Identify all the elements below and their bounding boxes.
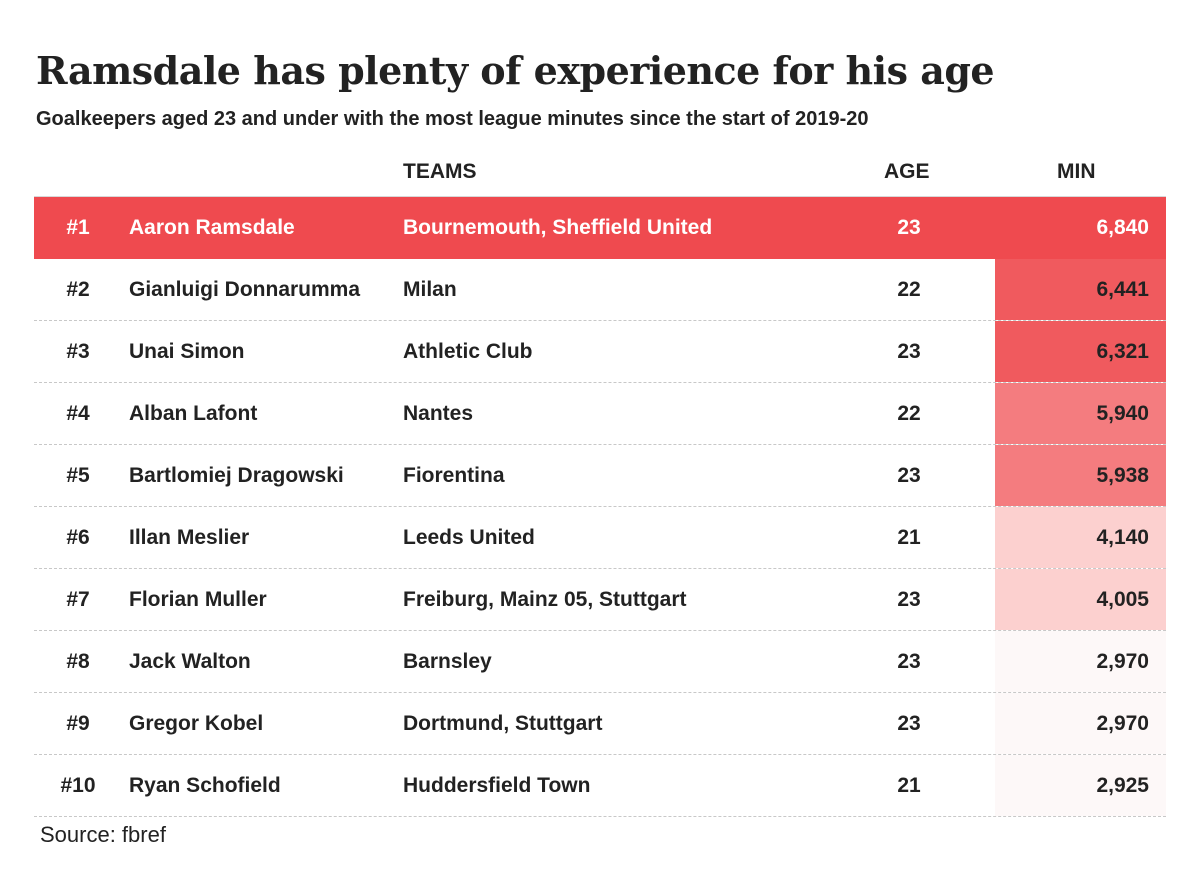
min-heat-cell [995, 507, 1166, 568]
age-cell: 22 [897, 402, 921, 425]
player-cell: Gianluigi Donnarumma [129, 278, 361, 301]
teams-cell: Huddersfield Town [403, 774, 591, 797]
teams-cell: Leeds United [403, 526, 535, 549]
min-heat-cell [995, 259, 1166, 320]
player-cell: Gregor Kobel [129, 712, 264, 735]
teams-cell: Milan [403, 278, 457, 301]
chart-title: Ramsdale has plenty of experience for hi… [36, 48, 995, 93]
table-row: #7 Florian Muller Freiburg, Mainz 05, Stut… [34, 569, 1166, 631]
table-row: #6 Illan Meslier Leeds United 21 4,140 [34, 507, 1166, 569]
table-row: #2 Gianluigi Donnarumma Milan 22 6,441 [34, 259, 1166, 321]
min-heat-cell [995, 631, 1166, 692]
header-age: AGE [884, 160, 930, 183]
age-cell: 23 [897, 216, 921, 239]
age-cell: 23 [897, 340, 921, 363]
min-heat-cell [995, 569, 1166, 630]
table-row: #5 Bartlomiej Dragowski Fiorentina 23 5,938 [34, 445, 1166, 507]
table-body: #1 Aaron Ramsdale Bournemouth, Sheffield U… [34, 197, 1166, 817]
rank-cell: #3 [66, 340, 90, 363]
min-cell: 2,925 [1096, 774, 1149, 797]
table-row: #1 Aaron Ramsdale Bournemouth, Sheffield U… [34, 197, 1166, 259]
age-cell: 23 [897, 588, 921, 611]
teams-cell: Athletic Club [403, 340, 533, 363]
player-cell: Alban Lafont [129, 402, 258, 425]
player-cell: Ryan Schofield [129, 774, 281, 797]
teams-cell: Nantes [403, 402, 474, 425]
age-cell: 21 [897, 774, 921, 797]
table-header: TEAMS AGE MIN [34, 150, 1166, 197]
rank-cell: #9 [66, 712, 90, 735]
rank-cell: #8 [66, 650, 90, 673]
min-cell: 4,005 [1096, 588, 1149, 611]
age-cell: 23 [897, 650, 921, 673]
min-cell: 4,140 [1096, 526, 1149, 549]
chart-subtitle: Goalkeepers aged 23 and under with the m… [36, 108, 869, 130]
table-row: #9 Gregor Kobel Dortmund, Stuttgart 23 2,970 [34, 693, 1166, 755]
min-cell: 6,321 [1096, 340, 1149, 363]
teams-cell: Barnsley [403, 650, 492, 673]
rank-cell: #4 [66, 402, 90, 425]
min-heat-cell [995, 445, 1166, 506]
teams-cell: Bournemouth, Sheffield United [403, 216, 713, 239]
rank-cell: #5 [66, 464, 90, 487]
player-cell: Aaron Ramsdale [129, 216, 295, 239]
min-cell: 5,940 [1096, 402, 1149, 425]
rank-cell: #2 [66, 278, 90, 301]
player-cell: Bartlomiej Dragowski [129, 464, 344, 487]
header-teams: TEAMS [403, 160, 477, 183]
rank-cell: #6 [66, 526, 90, 549]
min-heat-cell [995, 383, 1166, 444]
table-row: #10 Ryan Schofield Huddersfield Town 21 2,92… [34, 755, 1166, 817]
teams-cell: Freiburg, Mainz 05, Stuttgart [403, 588, 687, 611]
ranking-table: TEAMS AGE MIN #1 Aaron Ramsdale Bournemout… [34, 150, 1166, 817]
teams-cell: Dortmund, Stuttgart [403, 712, 603, 735]
player-cell: Florian Muller [129, 588, 267, 611]
min-cell: 2,970 [1096, 650, 1149, 673]
rank-cell: #7 [66, 588, 90, 611]
rank-cell: #10 [60, 774, 96, 797]
age-cell: 22 [897, 278, 921, 301]
age-cell: 23 [897, 464, 921, 487]
min-cell: 6,441 [1096, 278, 1149, 301]
min-cell: 5,938 [1096, 464, 1149, 487]
teams-cell: Fiorentina [403, 464, 505, 487]
min-heat-cell [995, 321, 1166, 382]
header-min: MIN [1057, 160, 1096, 183]
min-cell: 2,970 [1096, 712, 1149, 735]
min-heat-cell [995, 755, 1166, 816]
min-cell: 6,840 [1096, 216, 1149, 239]
age-cell: 23 [897, 712, 921, 735]
source-note: Source: fbref [40, 822, 166, 847]
player-cell: Unai Simon [129, 340, 245, 363]
player-cell: Illan Meslier [129, 526, 250, 549]
player-cell: Jack Walton [129, 650, 251, 673]
rank-cell: #1 [66, 216, 90, 239]
table-row: #4 Alban Lafont Nantes 22 5,940 [34, 383, 1166, 445]
min-heat-cell [995, 693, 1166, 754]
age-cell: 21 [897, 526, 921, 549]
table-row: #8 Jack Walton Barnsley 23 2,970 [34, 631, 1166, 693]
table-row: #3 Unai Simon Athletic Club 23 6,321 [34, 321, 1166, 383]
